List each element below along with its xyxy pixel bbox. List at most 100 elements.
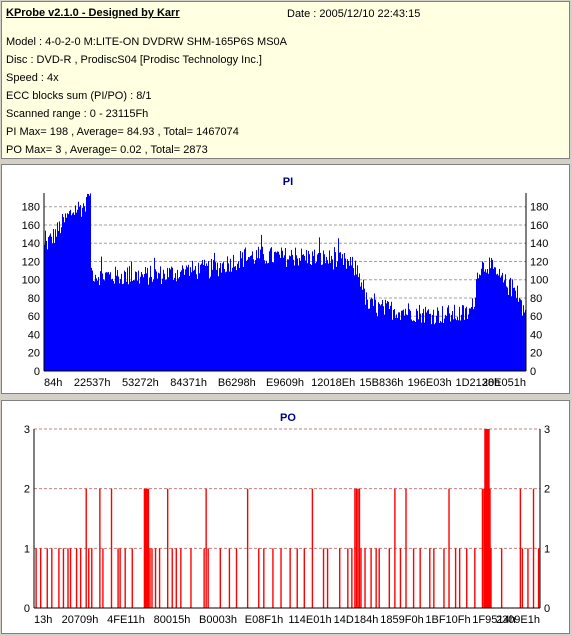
po-bar xyxy=(289,548,291,608)
info-line-model: Model : 4-0-2-0 M:LITE-ON DVDRW SHM-165P… xyxy=(6,36,287,48)
info-panel: KProbe v2.1.0 - Designed by Karr Date : … xyxy=(1,1,570,159)
po-bar xyxy=(79,548,82,608)
info-line-speed: Speed : 4x xyxy=(6,72,59,84)
po-xtick-label: 1859F0h xyxy=(380,614,423,626)
pi-xtick-label: 1D2138h xyxy=(455,377,500,389)
po-chart: PO 0 0 1 1 2 2 3 3 13h 20709h 4FE11h 80015h B0003h E0… xyxy=(24,412,550,626)
pi-ytick-label-left: 80 xyxy=(28,293,40,305)
info-line-disc: Disc : DVD-R , ProdiscS04 [Prodisc Techn… xyxy=(6,54,262,66)
po-bar xyxy=(166,488,169,608)
po-xtick-label: 14D184h xyxy=(334,614,379,626)
po-bar xyxy=(296,548,298,608)
pi-xtick-label: 84371h xyxy=(170,377,207,389)
app-title: KProbe v2.1.0 - Designed by Karr xyxy=(6,7,180,19)
po-bar xyxy=(146,488,149,608)
po-bar xyxy=(280,548,282,608)
po-chart-title: PO xyxy=(280,412,296,424)
po-ytick-label-right: 0 xyxy=(544,603,550,615)
po-xtick-label: 4FE11h xyxy=(107,614,145,626)
po-bar xyxy=(203,548,205,608)
po-bar xyxy=(147,488,150,608)
po-bar xyxy=(131,548,133,608)
po-bar xyxy=(303,548,306,608)
po-bar xyxy=(500,548,503,608)
po-bar xyxy=(143,488,146,608)
po-bar xyxy=(326,548,329,608)
po-bar xyxy=(419,548,421,608)
po-bar xyxy=(370,548,372,608)
po-xtick-label: 114E01h xyxy=(288,614,331,626)
po-bar xyxy=(388,548,391,608)
po-bar xyxy=(360,548,362,608)
po-bar xyxy=(154,548,157,608)
po-bar xyxy=(537,548,540,608)
po-bar xyxy=(171,548,173,608)
po-bar xyxy=(485,429,487,608)
pi-ytick-label-right: 0 xyxy=(530,366,536,378)
po-bar xyxy=(347,548,349,608)
pi-ytick-label-left: 140 xyxy=(22,238,40,250)
pi-ytick-label-right: 180 xyxy=(530,202,548,214)
pi-xtick-label: 12018Eh xyxy=(311,377,355,389)
info-line-po: PO Max= 3 , Average= 0.02 , Total= 2873 xyxy=(6,144,208,156)
po-bar xyxy=(443,548,445,608)
pi-ytick-label-left: 40 xyxy=(28,329,40,341)
po-xtick-label: 1F9514h xyxy=(472,614,515,626)
pi-ytick-label-right: 60 xyxy=(530,311,542,323)
po-bar xyxy=(394,488,396,608)
po-bar xyxy=(448,488,450,608)
po-bar xyxy=(75,548,78,608)
po-bar xyxy=(339,548,341,608)
info-line-range: Scanned range : 0 - 23115Fh xyxy=(6,108,149,120)
po-bar xyxy=(458,548,461,608)
pi-xtick-label: 22537h xyxy=(74,377,111,389)
po-bar xyxy=(175,548,177,608)
po-bar xyxy=(357,488,359,608)
po-bar xyxy=(149,548,151,608)
po-ytick-label-left: 0 xyxy=(24,603,30,615)
po-bar xyxy=(51,548,53,608)
po-bar xyxy=(119,548,121,608)
info-line-ecc: ECC blocks sum (PI/PO) : 8/1 xyxy=(6,90,152,102)
po-bar xyxy=(486,429,488,608)
po-bar xyxy=(67,548,69,608)
po-bar xyxy=(355,488,358,608)
pi-xtick-label: 15B836h xyxy=(359,377,403,389)
po-bar xyxy=(527,548,529,608)
po-xtick-label: 2309E1h xyxy=(496,614,540,626)
po-bar xyxy=(102,548,104,608)
po-ytick-label-right: 1 xyxy=(544,543,550,555)
po-bar xyxy=(521,548,524,608)
po-bar xyxy=(144,488,147,608)
pi-xtick-label: 20E051h xyxy=(482,377,526,389)
po-bar xyxy=(99,488,101,608)
po-bar xyxy=(219,548,222,608)
po-bar xyxy=(263,548,265,608)
po-bar xyxy=(258,548,260,608)
po-bar xyxy=(124,548,126,608)
po-bar xyxy=(235,548,238,608)
pi-ytick-label-left: 20 xyxy=(28,348,40,360)
po-bar xyxy=(311,488,314,608)
po-bar xyxy=(205,488,207,608)
po-xtick-label: 20709h xyxy=(62,614,99,626)
po-plot-area xyxy=(34,429,540,608)
pi-xtick-label: 196E03h xyxy=(408,377,452,389)
po-bar xyxy=(69,548,72,608)
info-line-pi: PI Max= 198 , Average= 84.93 , Total= 14… xyxy=(6,126,239,138)
po-ytick-label-right: 2 xyxy=(544,484,550,496)
pi-ytick-label-right: 140 xyxy=(530,238,548,250)
po-xtick-label: 13h xyxy=(34,614,52,626)
pi-ytick-label-left: 160 xyxy=(22,220,40,232)
po-bar xyxy=(35,548,37,608)
pi-ytick-label-left: 100 xyxy=(22,275,40,287)
pi-ytick-label-left: 0 xyxy=(34,366,40,378)
pi-ytick-label-right: 40 xyxy=(530,329,542,341)
pi-ytick-label-right: 160 xyxy=(530,220,548,232)
pi-ytick-label-right: 120 xyxy=(530,256,548,268)
po-bar xyxy=(190,548,192,608)
po-bar xyxy=(489,488,491,608)
pi-xtick-label: 84h xyxy=(44,377,62,389)
po-bar xyxy=(110,488,113,608)
pi-ytick-label-left: 120 xyxy=(22,256,40,268)
